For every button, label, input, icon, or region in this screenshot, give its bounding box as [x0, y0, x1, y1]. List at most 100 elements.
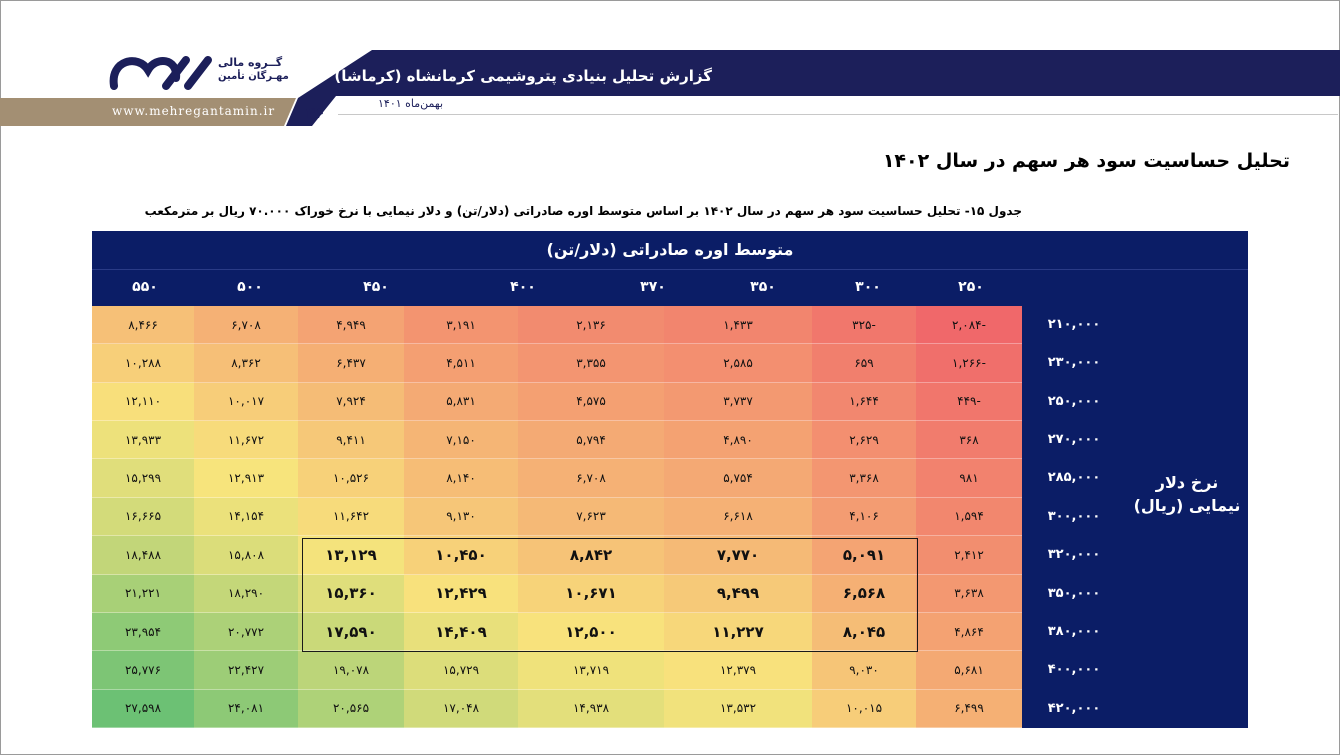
page-number: ۴۶ — [306, 104, 325, 122]
table-cell: ۲۲,۴۲۷ — [194, 651, 298, 690]
column-header: ۴۵۰ — [363, 279, 389, 295]
table-cell: ۷,۹۲۴ — [298, 382, 404, 422]
row-axis-title: نرخ دلار نیمایی (ریال) — [1133, 473, 1241, 515]
table-cell: ۱۴,۱۵۴ — [194, 497, 298, 537]
table-cell: ۱۳,۱۲۹ — [298, 536, 404, 575]
table-cell: ۶,۷۰۸ — [518, 459, 664, 498]
table-cell: ۳,۳۶۸ — [812, 459, 916, 498]
table-cell: ۵,۶۸۱ — [916, 651, 1022, 690]
table-cell: ۳,۳۵۵ — [518, 344, 664, 383]
table-cell: ۳,۷۳۷ — [664, 382, 812, 422]
row-header: ۲۸۵,۰۰۰ — [1047, 470, 1101, 486]
table-cell: ۱۲,۱۱۰ — [92, 382, 194, 422]
table-cell: ۱۰,۵۲۶ — [298, 459, 404, 498]
table-cell: ۱۹,۰۷۸ — [298, 651, 404, 690]
column-header: ۵۵۰ — [132, 279, 158, 295]
table-cell: ۲,۶۲۹ — [812, 421, 916, 460]
header-rule — [338, 114, 1338, 115]
table-cell: ۱۱,۶۷۲ — [194, 421, 298, 460]
table-cell: ۱۳,۵۳۲ — [664, 689, 812, 728]
table-cell: ۶,۷۰۸ — [194, 306, 298, 345]
table-cell: ۱۷,۵۹۰ — [298, 612, 404, 652]
row-header: ۴۰۰,۰۰۰ — [1047, 662, 1101, 678]
table-cell: ۶,۶۱۸ — [664, 497, 812, 537]
table-cell: ۱,۶۴۴ — [812, 382, 916, 422]
row-header: ۴۲۰,۰۰۰ — [1047, 700, 1101, 716]
table-cell: ۸,۱۴۰ — [404, 459, 518, 498]
table-cell: ۴,۵۱۱ — [404, 344, 518, 383]
column-header: ۵۰۰ — [237, 279, 263, 295]
column-header: ۳۷۰ — [640, 279, 666, 295]
table-cell: ۵,۸۳۱ — [404, 382, 518, 422]
section-title: تحلیل حساسیت سود هر سهم در سال ۱۴۰۲ — [882, 150, 1290, 172]
table-cell: ۶,۴۳۷ — [298, 344, 404, 383]
table-cell: ۱,۴۳۳ — [664, 306, 812, 345]
table-cell: ۴,۵۷۵ — [518, 382, 664, 422]
table-cell: ۹,۱۳۰ — [404, 497, 518, 537]
table-cell: ۷,۷۷۰ — [664, 536, 812, 575]
table-cell: ۲,۱۳۶ — [518, 306, 664, 345]
logo-line2: مهـرگان تأمین — [218, 71, 289, 82]
table-cell: ۱۳,۷۱۹ — [518, 651, 664, 690]
table-cell: -۲,۰۸۴ — [916, 306, 1022, 345]
row-header: ۳۲۰,۰۰۰ — [1047, 547, 1101, 563]
table-cell: ۱۴,۴۰۹ — [404, 612, 518, 652]
table-cell: ۲۵,۷۷۶ — [92, 651, 194, 690]
table-cell: ۳,۱۹۱ — [404, 306, 518, 345]
table-cell: ۳۶۸ — [916, 421, 1022, 460]
table-cell: ۷,۶۲۳ — [518, 497, 664, 537]
website-url: www.mehregantamin.ir — [112, 104, 276, 118]
column-header: ۴۰۰ — [510, 279, 536, 295]
table-cell: ۸,۴۶۶ — [92, 306, 194, 345]
table-cell: ۶,۵۶۸ — [812, 574, 916, 613]
table-cell: ۸,۰۴۵ — [812, 612, 916, 652]
column-header: ۳۵۰ — [750, 279, 776, 295]
table-cell: ۱۲,۴۲۹ — [404, 574, 518, 613]
table-cell: ۷,۱۵۰ — [404, 421, 518, 460]
table-cell: ۵,۷۹۴ — [518, 421, 664, 460]
table-cell: ۶,۴۹۹ — [916, 689, 1022, 728]
table-cell: ۲۴,۰۸۱ — [194, 689, 298, 728]
table-cell: ۱۷,۰۴۸ — [404, 689, 518, 728]
table-caption: جدول ۱۵- تحلیل حساسیت سود هر سهم در سال … — [144, 204, 1022, 218]
table-cell: ۸,۳۶۲ — [194, 344, 298, 383]
table-cell: ۳,۶۳۸ — [916, 574, 1022, 613]
table-cell: ۱۴,۹۳۸ — [518, 689, 664, 728]
report-title: گزارش تحلیل بنیادی پتروشیمی کرمانشاه (کر… — [334, 67, 712, 85]
table-cell: ۲۳,۹۵۴ — [92, 612, 194, 652]
row-header: ۳۰۰,۰۰۰ — [1047, 508, 1101, 524]
logo-line1: گــروه مالی — [218, 56, 283, 69]
table-cell: ۱۰,۰۱۷ — [194, 382, 298, 422]
table-cell: ۹,۴۱۱ — [298, 421, 404, 460]
table-cell: ۱۸,۴۸۸ — [92, 536, 194, 575]
table-cell: ۲۰,۵۶۵ — [298, 689, 404, 728]
table-cell: -۳۲۵ — [812, 306, 916, 345]
table-cell: ۸,۸۴۲ — [518, 536, 664, 575]
header-band — [0, 50, 1340, 126]
table-cell: ۴,۸۹۰ — [664, 421, 812, 460]
table-cell: ۲۰,۷۷۲ — [194, 612, 298, 652]
table-cell: ۱۵,۳۶۰ — [298, 574, 404, 613]
table-cell: ۱۵,۸۰۸ — [194, 536, 298, 575]
table-cell: ۹۸۱ — [916, 459, 1022, 498]
table-cell: ۲۱,۲۲۱ — [92, 574, 194, 613]
column-header: ۳۰۰ — [855, 279, 881, 295]
column-header: ۲۵۰ — [958, 279, 984, 295]
table-cell: ۱۰,۴۵۰ — [404, 536, 518, 575]
heatmap-grid: -۲,۰۸۴ -۳۲۵ ۱,۴۳۳ ۲,۱۳۶ ۳,۱۹۱ ۴,۹۴۹ ۶,۷۰۸ ۸,۴۶۶… — [92, 306, 1022, 728]
table-cell: ۴,۱۰۶ — [812, 497, 916, 537]
table-cell: ۱۵,۷۲۹ — [404, 651, 518, 690]
sensitivity-table: متوسط اوره صادراتی (دلار/تن) -۲,۰۸۴ -۳۲۵ ۱… — [92, 231, 1248, 728]
table-cell: ۲,۴۱۲ — [916, 536, 1022, 575]
table-cell: ۵,۰۹۱ — [812, 536, 916, 575]
row-header: ۲۳۰,۰۰۰ — [1047, 355, 1101, 371]
table-cell: ۱۰,۲۸۸ — [92, 344, 194, 383]
table-cell: ۶۵۹ — [812, 344, 916, 383]
table-cell: ۱۰,۶۷۱ — [518, 574, 664, 613]
title-divider — [92, 269, 1248, 270]
table-cell: ۱۳,۹۳۳ — [92, 421, 194, 460]
table-cell: ۲,۵۸۵ — [664, 344, 812, 383]
table-cell: ۱۲,۹۱۳ — [194, 459, 298, 498]
row-header: ۲۵۰,۰۰۰ — [1047, 393, 1101, 409]
table-cell: ۱۱,۶۴۲ — [298, 497, 404, 537]
